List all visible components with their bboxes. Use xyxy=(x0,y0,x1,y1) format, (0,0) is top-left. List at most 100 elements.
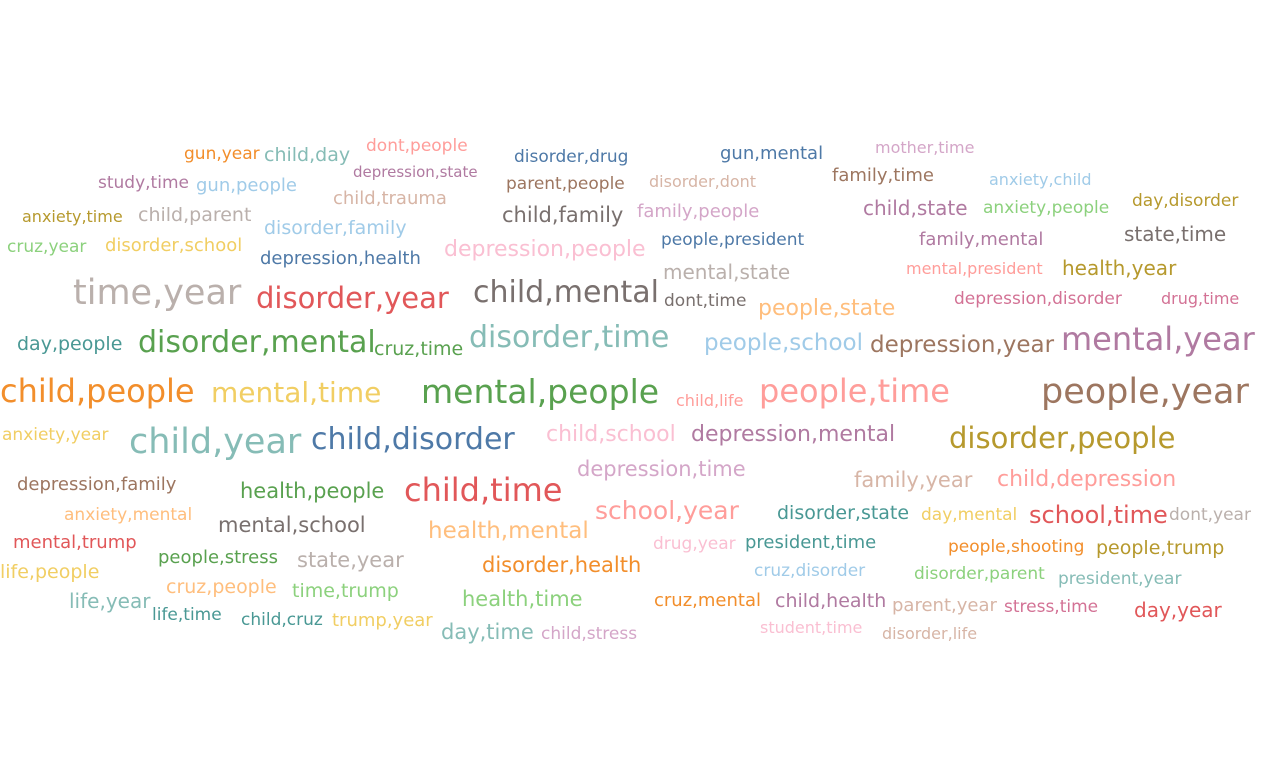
word-mental-people[interactable]: mental,people xyxy=(421,372,660,411)
word-child-year[interactable]: child,year xyxy=(129,422,302,462)
word-day-mental[interactable]: day,mental xyxy=(921,505,1018,525)
word-child-people[interactable]: child,people xyxy=(0,372,195,410)
word-life-time[interactable]: life,time xyxy=(152,605,222,625)
word-depression-year[interactable]: depression,year xyxy=(870,332,1055,358)
word-family-year[interactable]: family,year xyxy=(854,468,973,492)
word-drug-year[interactable]: drug,year xyxy=(653,534,736,554)
word-time-year[interactable]: time,year xyxy=(73,273,242,313)
word-student-time[interactable]: student,time xyxy=(760,618,863,637)
word-people-school[interactable]: people,school xyxy=(704,330,864,356)
word-cruz-year[interactable]: cruz,year xyxy=(7,237,87,257)
word-dont-people[interactable]: dont,people xyxy=(366,136,468,156)
word-disorder-dont[interactable]: disorder,dont xyxy=(649,172,757,191)
word-stress-time[interactable]: stress,time xyxy=(1004,597,1099,617)
word-health-year[interactable]: health,year xyxy=(1062,256,1177,280)
word-child-family[interactable]: child,family xyxy=(502,203,624,227)
word-people-trump[interactable]: people,trump xyxy=(1096,537,1225,559)
word-child-trauma[interactable]: child,trauma xyxy=(333,188,447,209)
word-depression-time[interactable]: depression,time xyxy=(577,457,746,481)
word-president-time[interactable]: president,time xyxy=(745,532,877,553)
word-depression-mental[interactable]: depression,mental xyxy=(691,422,896,447)
word-depression-disorder[interactable]: depression,disorder xyxy=(954,289,1122,309)
word-dont-year[interactable]: dont,year xyxy=(1169,505,1251,525)
word-mental-president[interactable]: mental,president xyxy=(906,259,1043,278)
word-child-health[interactable]: child,health xyxy=(775,590,887,612)
word-people-president[interactable]: people,president xyxy=(661,230,805,250)
word-president-year[interactable]: president,year xyxy=(1058,569,1182,589)
word-depression-family[interactable]: depression,family xyxy=(17,474,177,495)
word-disorder-year[interactable]: disorder,year xyxy=(256,281,449,315)
word-anxiety-people[interactable]: anxiety,people xyxy=(983,198,1110,218)
word-disorder-state[interactable]: disorder,state xyxy=(777,502,910,524)
word-anxiety-mental[interactable]: anxiety,mental xyxy=(64,505,193,525)
word-depression-state[interactable]: depression,state xyxy=(353,163,478,181)
word-cruz-people[interactable]: cruz,people xyxy=(166,576,277,598)
word-disorder-school[interactable]: disorder,school xyxy=(105,235,243,256)
word-trump-year[interactable]: trump,year xyxy=(332,610,433,631)
word-school-year[interactable]: school,year xyxy=(595,496,739,525)
word-disorder-family[interactable]: disorder,family xyxy=(264,217,407,239)
word-mental-trump[interactable]: mental,trump xyxy=(13,532,137,553)
word-gun-mental[interactable]: gun,mental xyxy=(720,143,824,164)
word-child-parent[interactable]: child,parent xyxy=(138,204,252,226)
word-gun-year[interactable]: gun,year xyxy=(184,144,260,164)
word-health-time[interactable]: health,time xyxy=(462,587,583,611)
word-child-life[interactable]: child,life xyxy=(676,391,744,410)
word-anxiety-child[interactable]: anxiety,child xyxy=(989,170,1092,189)
word-child-time[interactable]: child,time xyxy=(404,471,563,509)
word-disorder-mental[interactable]: disorder,mental xyxy=(138,325,376,360)
word-people-state[interactable]: people,state xyxy=(758,296,896,321)
word-time-trump[interactable]: time,trump xyxy=(292,580,399,602)
word-mental-year[interactable]: mental,year xyxy=(1061,320,1255,358)
word-anxiety-time[interactable]: anxiety,time xyxy=(22,207,123,226)
word-depression-people[interactable]: depression,people xyxy=(444,237,646,262)
word-cruz-disorder[interactable]: cruz,disorder xyxy=(754,561,866,581)
word-disorder-parent[interactable]: disorder,parent xyxy=(914,564,1045,584)
word-depression-health[interactable]: depression,health xyxy=(260,248,421,269)
word-state-year[interactable]: state,year xyxy=(297,548,404,572)
word-parent-year[interactable]: parent,year xyxy=(892,595,997,616)
word-mother-time[interactable]: mother,time xyxy=(875,138,975,157)
word-life-people[interactable]: life,people xyxy=(0,561,100,583)
word-child-depression[interactable]: child,depression xyxy=(997,467,1177,492)
word-gun-people[interactable]: gun,people xyxy=(196,175,297,196)
word-anxiety-year[interactable]: anxiety,year xyxy=(2,425,109,445)
word-people-stress[interactable]: people,stress xyxy=(158,547,279,568)
word-people-shooting[interactable]: people,shooting xyxy=(948,537,1085,557)
word-child-stress[interactable]: child,stress xyxy=(541,624,638,644)
word-child-day[interactable]: child,day xyxy=(264,144,351,166)
word-school-time[interactable]: school,time xyxy=(1029,501,1168,529)
word-life-year[interactable]: life,year xyxy=(69,589,151,613)
word-people-year[interactable]: people,year xyxy=(1041,372,1249,412)
word-child-mental[interactable]: child,mental xyxy=(473,275,659,310)
word-mental-time[interactable]: mental,time xyxy=(211,376,382,409)
word-drug-time[interactable]: drug,time xyxy=(1161,289,1240,308)
word-people-time[interactable]: people,time xyxy=(759,372,950,410)
word-day-time[interactable]: day,time xyxy=(441,620,534,644)
word-cruz-time[interactable]: cruz,time xyxy=(374,338,464,360)
word-health-mental[interactable]: health,mental xyxy=(428,518,589,544)
word-day-year[interactable]: day,year xyxy=(1134,598,1222,622)
word-mental-school[interactable]: mental,school xyxy=(218,513,366,537)
word-disorder-health[interactable]: disorder,health xyxy=(482,553,642,577)
word-disorder-drug[interactable]: disorder,drug xyxy=(514,147,629,167)
word-child-state[interactable]: child,state xyxy=(863,196,968,220)
word-health-people[interactable]: health,people xyxy=(240,479,385,503)
word-day-disorder[interactable]: day,disorder xyxy=(1132,191,1239,211)
word-child-cruz[interactable]: child,cruz xyxy=(241,610,323,630)
word-disorder-time[interactable]: disorder,time xyxy=(469,320,670,355)
word-state-time[interactable]: state,time xyxy=(1124,222,1227,246)
word-day-people[interactable]: day,people xyxy=(17,333,123,355)
word-family-mental[interactable]: family,mental xyxy=(919,229,1044,250)
word-parent-people[interactable]: parent,people xyxy=(506,174,625,194)
word-disorder-life[interactable]: disorder,life xyxy=(882,624,978,643)
word-dont-time[interactable]: dont,time xyxy=(664,291,747,311)
word-cruz-mental[interactable]: cruz,mental xyxy=(654,590,761,611)
word-family-people[interactable]: family,people xyxy=(637,201,760,222)
word-child-disorder[interactable]: child,disorder xyxy=(311,422,515,457)
word-mental-state[interactable]: mental,state xyxy=(663,260,791,284)
word-family-time[interactable]: family,time xyxy=(832,165,934,186)
word-disorder-people[interactable]: disorder,people xyxy=(949,421,1176,455)
word-child-school[interactable]: child,school xyxy=(546,422,676,447)
word-study-time[interactable]: study,time xyxy=(98,173,189,193)
